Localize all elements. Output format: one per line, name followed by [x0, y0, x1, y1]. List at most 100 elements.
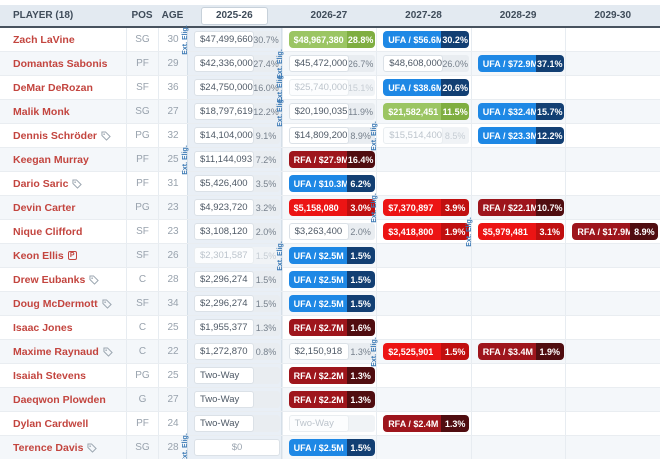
column-header-2029-30[interactable]: 2029-30 — [594, 10, 632, 21]
table-row: Keon Ellis P SF 26 $2,301,587 1.5% Ext. Elig. U… — [0, 240, 660, 271]
season-cell — [565, 292, 660, 315]
player-link[interactable]: Nique Clifford — [13, 225, 83, 238]
season-cell: Ext. Elig. $11,144,093 7.2% — [182, 145, 282, 174]
season-cell: UFA / $2.5M 1.5% — [281, 292, 377, 315]
column-header-age[interactable]: AGE — [161, 10, 184, 21]
tag-icon — [72, 178, 83, 189]
player-position: SF — [126, 292, 158, 315]
salary-cell: RFA / $17.9M 8.9% — [572, 223, 659, 240]
player-link[interactable]: Zach LaVine — [13, 33, 75, 46]
column-header-pos[interactable]: POS — [131, 10, 153, 21]
player-position: SF — [126, 76, 158, 99]
player-cell: Dylan Cardwell — [0, 412, 126, 435]
salary-cell: UFA / $56.6M 30.2% — [383, 31, 470, 48]
salary-value: $3,263,400 — [288, 223, 349, 240]
season-cell — [565, 268, 660, 291]
player-link[interactable]: Doug McDermott — [13, 297, 98, 310]
player-link[interactable]: Keegan Murray — [13, 153, 89, 166]
cap-percent: 1.5% — [346, 295, 375, 312]
salary-cell: $7,370,897 3.9% — [383, 199, 470, 216]
cap-percent: 12.2% — [252, 103, 280, 120]
cap-percent: 16.0% — [252, 79, 280, 96]
season-cell: UFA / $10.3M 6.2% — [281, 172, 377, 195]
salary-cell: $0 — [194, 439, 280, 456]
player-link[interactable]: Drew Eubanks — [13, 273, 86, 286]
player-position: C — [126, 340, 158, 363]
salary-value: RFA / $2.7M — [288, 319, 347, 336]
season-cell — [470, 364, 566, 387]
player-link[interactable]: Keon Ellis — [13, 249, 64, 262]
cap-percent: 15.1% — [346, 79, 375, 96]
salary-value: Two-Way — [288, 415, 349, 432]
cap-percent: 37.1% — [535, 55, 564, 72]
player-link[interactable]: Malik Monk — [13, 105, 70, 118]
salary-value: RFA / $2.2M — [288, 391, 347, 408]
column-header-2026-27[interactable]: 2026-27 — [310, 10, 348, 21]
table-row: Dario Saric PF 31 $5,426,400 3.5% UFA / $10.3… — [0, 172, 660, 196]
season-cell: Ext. Elig. $2,525,901 1.5% — [371, 337, 471, 366]
player-link[interactable]: Domantas Sabonis — [13, 57, 108, 70]
salary-value: $1,272,870 — [194, 343, 254, 360]
tag-icon — [102, 298, 112, 309]
season-cell: $2,296,274 1.5% — [187, 292, 282, 315]
cap-percent: 3.1% — [535, 223, 564, 240]
season-cell: UFA / $2.5M 1.5% — [281, 436, 377, 459]
column-header-player[interactable]: PLAYER (18) — [13, 10, 74, 21]
player-link[interactable]: Devin Carter — [13, 201, 76, 214]
cap-percent: 26.7% — [346, 55, 375, 72]
season-cell: Ext. Elig. $5,979,481 3.1% — [466, 217, 566, 246]
salary-cell: $45,472,000 26.7% — [288, 55, 375, 72]
player-age: 26 — [158, 244, 187, 267]
cap-percent: 1.3% — [252, 319, 280, 336]
cap-percent: 8.9% — [346, 127, 375, 144]
season-cell: UFA / $32.4M 15.7% — [470, 100, 566, 123]
season-cell: $48,608,000 26.0% — [376, 52, 471, 75]
current-season-box[interactable]: 2025-26 — [200, 6, 268, 25]
salary-value: UFA / $2.5M — [288, 247, 347, 264]
player-link[interactable]: Terence Davis — [13, 441, 84, 454]
season-cell — [565, 436, 660, 459]
cap-percent: 1.5% — [252, 271, 280, 288]
ext-elig-label: Ext. Elig. — [182, 144, 189, 175]
player-position: PG — [126, 196, 158, 219]
player-link[interactable]: Isaac Jones — [13, 321, 73, 334]
column-header-2028-29[interactable]: 2028-29 — [499, 10, 537, 21]
player-link[interactable]: Daeqwon Plowden — [13, 393, 106, 406]
column-header-2025-26[interactable]: 2025-26 — [187, 6, 282, 25]
salary-cell: RFA / $22.1M 10.7% — [477, 199, 564, 216]
player-cell: Dario Saric — [0, 172, 126, 195]
ext-elig-label: Ext. Elig. — [276, 240, 284, 271]
player-link[interactable]: Dennis Schröder — [13, 129, 98, 142]
salary-cell: UFA / $2.5M 1.5% — [288, 247, 375, 264]
cap-percent: 10.7% — [535, 199, 564, 216]
season-cell: $4,923,720 3.2% — [187, 196, 282, 219]
player-link[interactable]: Maxime Raynaud — [13, 345, 99, 358]
salary-value: $14,809,200 — [288, 127, 349, 144]
season-cell — [565, 196, 660, 219]
player-cell: Isaiah Stevens — [0, 364, 126, 387]
ext-elig-label: Ext. Elig. — [182, 432, 189, 459]
season-cell: $21,582,451 11.5% — [376, 100, 471, 123]
player-link[interactable]: DeMar DeRozan — [13, 81, 93, 94]
player-age: 31 — [158, 172, 187, 195]
player-link[interactable]: Dylan Cardwell — [13, 417, 89, 430]
salary-cell: $47,499,660 30.7% — [194, 31, 280, 48]
column-header-2027-28[interactable]: 2027-28 — [405, 10, 442, 21]
season-cell — [470, 436, 566, 459]
cap-percent: 30.7% — [252, 31, 280, 48]
season-cell — [376, 148, 471, 171]
salary-cell: $11,144,093 7.2% — [194, 151, 280, 168]
salary-value: $45,472,000 — [288, 55, 349, 72]
player-cell: Keon Ellis P — [0, 244, 126, 267]
season-cell: $18,797,619 12.2% — [187, 100, 282, 123]
season-cell — [376, 316, 471, 339]
salary-value: $2,525,901 — [383, 343, 442, 360]
season-cell — [470, 172, 566, 195]
salary-cell: $48,608,000 26.0% — [383, 55, 470, 72]
player-age: 22 — [158, 340, 187, 363]
player-link[interactable]: Dario Saric — [13, 177, 69, 190]
player-link[interactable]: Isaiah Stevens — [13, 369, 86, 382]
player-cell: Maxime Raynaud — [0, 340, 126, 363]
table-row: Malik Monk SG 27 $18,797,619 12.2% Ext. Elig.… — [0, 97, 660, 126]
salary-value: UFA / $2.5M — [288, 439, 347, 456]
